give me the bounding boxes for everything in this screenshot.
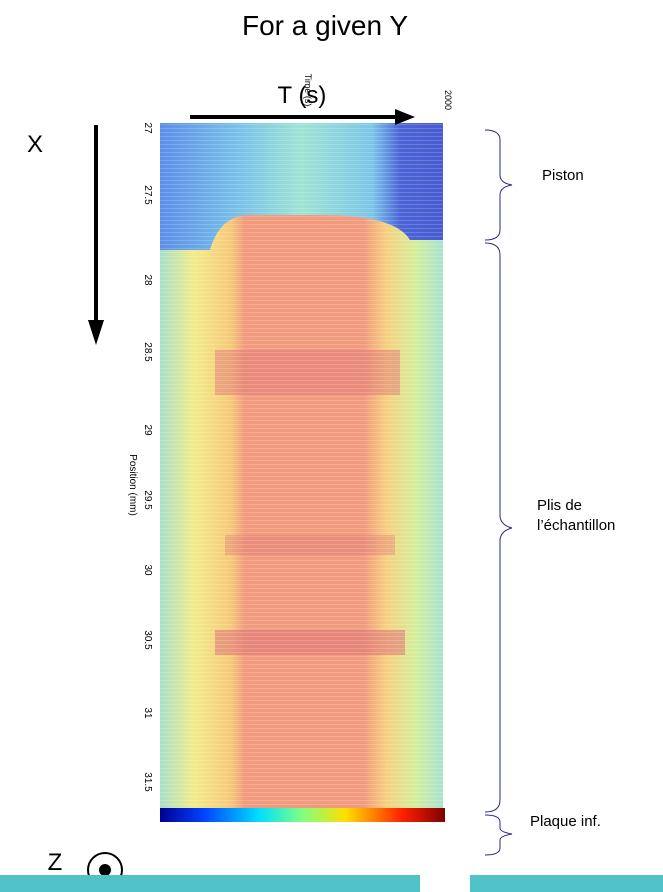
annotation: Piston: [542, 167, 584, 184]
annotation: Plaque inf.: [530, 813, 601, 830]
position-ticks: 27 27.5 28 28.5 29 29.5 30 30.5 31 31.5: [142, 122, 153, 792]
position-axis-label: Position (mm): [127, 454, 138, 516]
heatmap: [160, 123, 443, 813]
footer-bar: [0, 875, 420, 892]
position-tick-label: 28: [142, 274, 153, 286]
position-tick-label: 29: [142, 424, 153, 436]
annotation: Plis de: [537, 497, 582, 514]
position-tick-label: 30: [142, 564, 153, 576]
t-arrow-head: [395, 109, 415, 125]
position-tick-label: 31: [142, 707, 153, 719]
position-tick-label: 31.5: [142, 772, 153, 792]
colorbar: [160, 808, 445, 822]
annotation: l’échantillon: [537, 517, 615, 534]
z-dot: [99, 864, 111, 876]
title: For a given Y: [242, 10, 408, 41]
position-tick-label: 27.5: [142, 185, 153, 205]
x-axis-label: X: [27, 131, 43, 158]
footer-bar: [470, 875, 663, 892]
time-axis-label: Time (s): [303, 74, 313, 107]
braces: [484, 129, 513, 856]
row-texture: [160, 123, 443, 813]
position-tick-label: 27: [142, 122, 153, 134]
t-axis-label: T (s): [278, 82, 327, 109]
position-tick-label: 29.5: [142, 490, 153, 510]
time-end-tick: 2000: [443, 90, 453, 110]
position-tick-label: 28.5: [142, 342, 153, 362]
position-tick-label: 30.5: [142, 630, 153, 650]
z-axis-label: Z: [48, 849, 63, 876]
x-arrow-head: [88, 320, 104, 345]
